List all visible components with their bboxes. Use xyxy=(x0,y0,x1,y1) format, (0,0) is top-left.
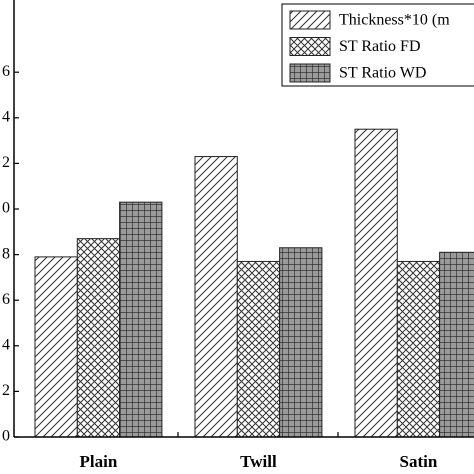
y-tick-label: 2 xyxy=(2,382,10,399)
y-tick-label: 4 xyxy=(2,108,10,125)
plot-area xyxy=(34,128,474,438)
bar xyxy=(396,260,441,438)
y-tick-label: 6 xyxy=(2,63,10,80)
legend-swatch xyxy=(289,37,331,56)
y-tick-label: 0 xyxy=(2,428,10,445)
bar xyxy=(119,201,163,438)
legend-swatch xyxy=(289,63,331,83)
bar xyxy=(279,247,323,438)
legend-label: Thickness*10 (m xyxy=(339,12,450,29)
x-tick-label: Twill xyxy=(240,452,277,471)
bar xyxy=(34,256,78,438)
legend-label: ST Ratio FD xyxy=(339,38,421,55)
legend-label: ST Ratio WD xyxy=(339,65,426,82)
y-tick-label: 6 xyxy=(2,291,10,308)
bar xyxy=(236,260,281,438)
legend-swatch xyxy=(289,10,331,30)
legend: Thickness*10 (m ST Ratio FD ST Ratio WD xyxy=(281,3,474,87)
y-tick-label: 0 xyxy=(2,200,10,217)
bar xyxy=(354,128,398,438)
x-tick-label: Satin xyxy=(400,452,438,471)
y-tick-label: 2 xyxy=(2,154,10,171)
y-tick-label: 8 xyxy=(2,245,10,262)
y-tick-label: 4 xyxy=(2,336,10,353)
bar xyxy=(194,156,238,438)
bar xyxy=(76,238,121,438)
bar xyxy=(439,251,474,438)
x-tick-label: Plain xyxy=(80,452,118,471)
